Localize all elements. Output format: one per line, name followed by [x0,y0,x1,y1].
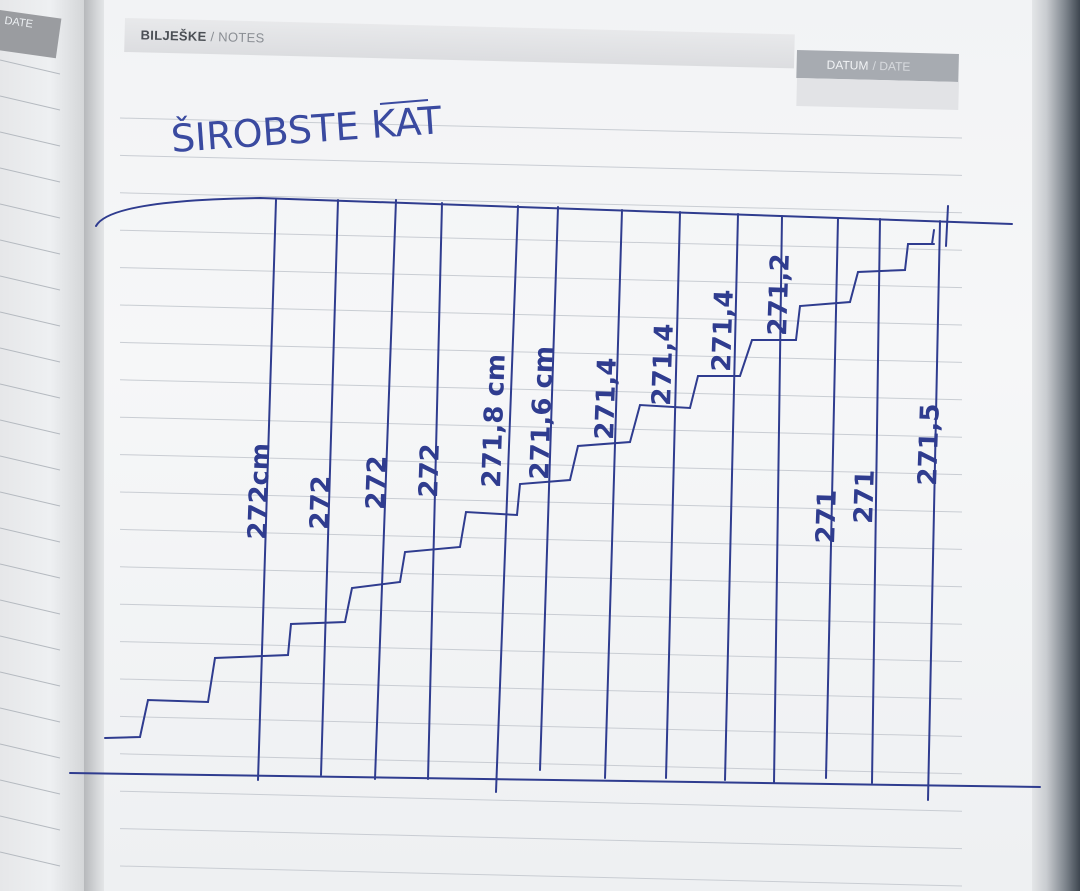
ruled-line [119,491,963,513]
ruled-line [119,454,963,476]
ruled-line [119,790,963,812]
stud-line [665,211,681,779]
ruled-line [119,117,963,139]
left-ruled-line [0,311,61,327]
stud-line [374,199,397,780]
left-ruled-line [0,563,61,579]
measurement-8: 271,4 [647,323,680,406]
stud-line [871,218,881,784]
measurement-13: 271,5 [913,403,946,486]
stud-line [427,202,443,780]
left-ruled-line [0,671,61,687]
ruled-line [119,192,963,214]
stud-line [495,205,519,793]
left-ruled-line [0,131,61,147]
sketch-title: ŠIROBSTE KAT [170,98,444,161]
ruled-line [119,304,963,326]
page-edge [1032,0,1080,891]
measurement-6: 271,6 cm [525,345,560,480]
left-ruled-line [0,707,61,723]
measurement-7: 271,4 [590,357,623,440]
ruled-line [119,678,963,700]
stud-line [927,220,941,801]
measurement-2: 272 [305,475,337,530]
left-ruled-line [0,491,61,507]
left-ruled-line [0,167,61,183]
left-ruled-line [0,779,61,795]
title-accent-mark [379,99,429,105]
left-ruled-line [0,95,61,111]
ruled-line [119,267,963,289]
ruled-line [119,379,963,401]
ruled-line [119,566,963,588]
left-ruled-line [0,527,61,543]
top-end-tick [945,205,949,247]
ruled-line [119,154,963,176]
ruled-line [119,865,963,887]
ruled-line [119,341,963,363]
ruled-line [119,603,963,625]
stud-line [604,209,623,779]
ruled-line [119,828,963,850]
ruled-line [119,229,963,251]
left-ruled-line [0,743,61,759]
top-frame-line [95,196,1013,227]
left-ruled-line [0,239,61,255]
measurement-11: 271 [811,489,843,544]
stud-line [724,213,739,781]
measurement-10: 271,2 [763,253,796,336]
left-ruled-line [0,599,61,615]
bottom-frame-line [69,772,1041,788]
measurement-12: 271 [849,469,881,524]
top-end-tick-2 [931,229,935,245]
measurement-5: 271,8 cm [477,353,512,488]
left-ruled-line [0,635,61,651]
left-ruled-line [0,203,61,219]
left-ruled-line [0,419,61,435]
left-ruled-line [0,851,61,867]
stud-line [539,206,559,771]
stud-line [825,217,839,779]
stud-line [257,199,277,781]
left-ruled-line [0,275,61,291]
stud-line [320,199,339,776]
ruled-lines [119,117,963,887]
stair-profile [104,243,935,739]
left-page-lines [0,59,61,867]
staircase-frame [69,196,1041,801]
left-ruled-line [0,815,61,831]
left-ruled-line [0,455,61,471]
ruled-line [119,416,963,438]
left-ruled-line [0,383,61,399]
measurement-1: 272cm [243,442,276,540]
measurement-4: 272 [414,443,446,498]
ruled-line [119,641,963,663]
left-ruled-line [0,347,61,363]
stud-line [773,215,783,784]
measurement-3: 272 [361,455,393,510]
measurement-labels: 272cm 272 272 272 271,8 cm 271,6 cm 271,… [243,253,946,544]
ruled-line [119,528,963,550]
left-page: DATE [0,0,84,891]
measurement-9: 271,4 [707,289,740,372]
left-ruled-line [0,59,61,75]
